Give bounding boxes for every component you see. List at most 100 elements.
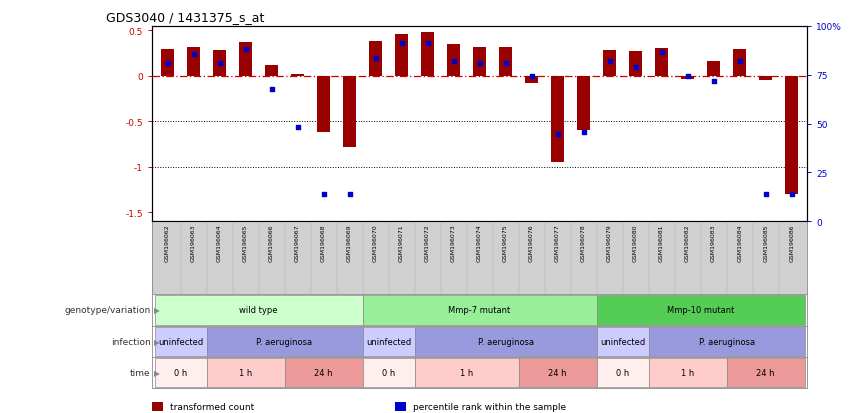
- Text: uninfected: uninfected: [158, 337, 203, 346]
- Bar: [733, 50, 746, 77]
- Point: [681, 74, 694, 80]
- Text: GSM196065: GSM196065: [243, 224, 248, 261]
- Text: ▶: ▶: [154, 306, 160, 315]
- Text: 1 h: 1 h: [239, 368, 252, 377]
- Bar: [760, 77, 773, 81]
- Text: wild type: wild type: [240, 306, 278, 315]
- Text: GSM196086: GSM196086: [789, 224, 794, 261]
- Text: GSM196082: GSM196082: [685, 224, 690, 261]
- Bar: [551, 77, 564, 163]
- Point: [239, 46, 253, 53]
- Bar: [343, 77, 356, 147]
- Text: P. aeruginosa: P. aeruginosa: [477, 337, 534, 346]
- Text: GSM196074: GSM196074: [477, 224, 482, 261]
- Text: 0 h: 0 h: [174, 368, 187, 377]
- Point: [628, 64, 642, 71]
- Text: Mmp-10 mutant: Mmp-10 mutant: [667, 306, 734, 315]
- Text: GSM196068: GSM196068: [321, 224, 326, 261]
- Bar: [596, 358, 648, 387]
- Text: Mmp-7 mutant: Mmp-7 mutant: [449, 306, 510, 315]
- Bar: [629, 52, 642, 77]
- Bar: [596, 328, 648, 356]
- Text: infection: infection: [111, 337, 151, 346]
- Bar: [415, 328, 596, 356]
- Text: uninfected: uninfected: [366, 337, 411, 346]
- Text: time: time: [130, 368, 151, 377]
- Point: [654, 50, 668, 57]
- Text: GSM196062: GSM196062: [165, 224, 170, 261]
- Text: GSM196081: GSM196081: [659, 224, 664, 261]
- Text: GSM196064: GSM196064: [217, 224, 222, 261]
- Bar: [577, 77, 590, 131]
- Bar: [363, 295, 596, 325]
- Point: [187, 52, 201, 58]
- Text: GSM196080: GSM196080: [633, 224, 638, 261]
- Point: [602, 59, 616, 66]
- Bar: [499, 47, 512, 77]
- Bar: [655, 49, 668, 77]
- Bar: [363, 328, 415, 356]
- Bar: [207, 358, 285, 387]
- Text: P. aeruginosa: P. aeruginosa: [256, 337, 312, 346]
- Text: percentile rank within the sample: percentile rank within the sample: [413, 402, 566, 411]
- Text: 1 h: 1 h: [681, 368, 694, 377]
- Text: 1 h: 1 h: [460, 368, 473, 377]
- Text: GSM196076: GSM196076: [529, 224, 534, 261]
- Point: [550, 131, 564, 138]
- Text: GSM196069: GSM196069: [347, 224, 352, 261]
- Point: [265, 86, 279, 93]
- Point: [472, 61, 486, 67]
- Text: ▶: ▶: [154, 337, 160, 346]
- Text: ▶: ▶: [154, 368, 160, 377]
- Text: transformed count: transformed count: [170, 402, 254, 411]
- Point: [759, 191, 773, 198]
- Text: 24 h: 24 h: [549, 368, 567, 377]
- Point: [369, 55, 383, 62]
- Bar: [603, 51, 616, 77]
- Text: GSM196071: GSM196071: [399, 224, 404, 261]
- Bar: [317, 77, 330, 133]
- Text: GSM196072: GSM196072: [425, 224, 430, 261]
- Text: GSM196077: GSM196077: [556, 224, 560, 261]
- Point: [395, 41, 409, 47]
- Bar: [648, 358, 727, 387]
- Point: [213, 61, 227, 67]
- Bar: [447, 45, 460, 77]
- Text: 0 h: 0 h: [616, 368, 629, 377]
- Text: uninfected: uninfected: [600, 337, 645, 346]
- Bar: [681, 77, 694, 79]
- Text: GSM196067: GSM196067: [295, 224, 300, 261]
- Bar: [473, 47, 486, 77]
- Point: [291, 124, 305, 131]
- Bar: [239, 43, 252, 77]
- Text: GSM196066: GSM196066: [269, 224, 274, 261]
- Text: GSM196079: GSM196079: [607, 224, 612, 261]
- Bar: [369, 42, 382, 77]
- Bar: [786, 77, 799, 195]
- Point: [317, 191, 331, 198]
- Bar: [415, 358, 518, 387]
- Text: 24 h: 24 h: [756, 368, 775, 377]
- Text: 24 h: 24 h: [314, 368, 332, 377]
- Point: [498, 61, 512, 67]
- Bar: [155, 295, 363, 325]
- Text: GDS3040 / 1431375_s_at: GDS3040 / 1431375_s_at: [106, 11, 265, 24]
- Bar: [525, 77, 538, 84]
- Bar: [161, 50, 174, 77]
- Text: GSM196070: GSM196070: [373, 224, 378, 261]
- Point: [733, 59, 746, 66]
- Text: GSM196083: GSM196083: [711, 224, 716, 261]
- Text: P. aeruginosa: P. aeruginosa: [699, 337, 754, 346]
- Bar: [291, 75, 304, 77]
- Bar: [596, 295, 805, 325]
- Text: GSM196085: GSM196085: [763, 224, 768, 261]
- Point: [576, 130, 590, 136]
- Text: GSM196084: GSM196084: [737, 224, 742, 261]
- Text: GSM196073: GSM196073: [451, 224, 456, 261]
- Bar: [207, 328, 363, 356]
- Bar: [727, 358, 805, 387]
- Bar: [187, 47, 200, 77]
- Text: GSM196075: GSM196075: [503, 224, 508, 261]
- Bar: [213, 51, 226, 77]
- Point: [785, 191, 799, 198]
